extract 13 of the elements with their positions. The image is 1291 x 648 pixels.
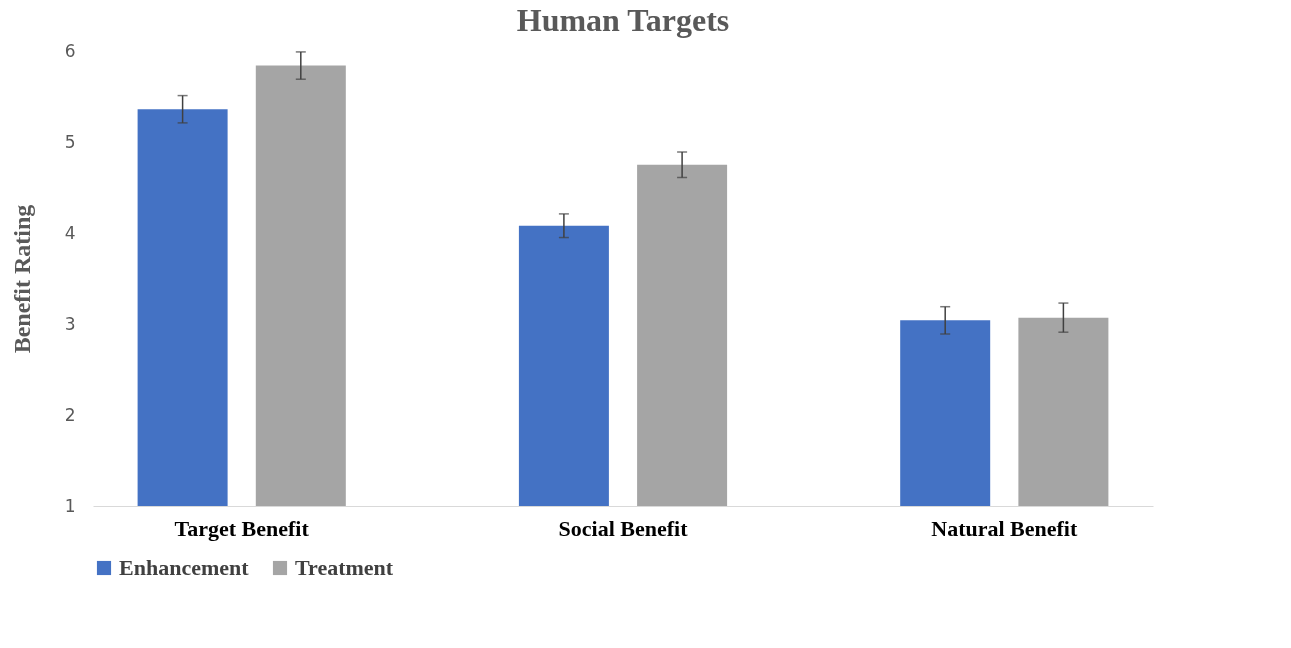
y-tick-label: 2 xyxy=(64,404,76,425)
x-tick-label: Social Benefit xyxy=(558,515,689,541)
y-axis-title: Benefit Rating xyxy=(8,204,35,354)
x-tick-label: Natural Benefit xyxy=(931,515,1078,541)
legend-label: Treatment xyxy=(295,555,394,580)
chart-title: Human Targets xyxy=(516,2,730,38)
legend-label: Enhancement xyxy=(119,555,250,580)
x-tick-label: Target Benefit xyxy=(174,515,310,541)
y-tick-label: 3 xyxy=(64,313,76,334)
y-tick-label: 4 xyxy=(64,222,76,243)
y-tick-label: 1 xyxy=(64,495,76,516)
y-tick-label: 5 xyxy=(64,131,76,152)
y-tick-label: 6 xyxy=(64,40,76,61)
